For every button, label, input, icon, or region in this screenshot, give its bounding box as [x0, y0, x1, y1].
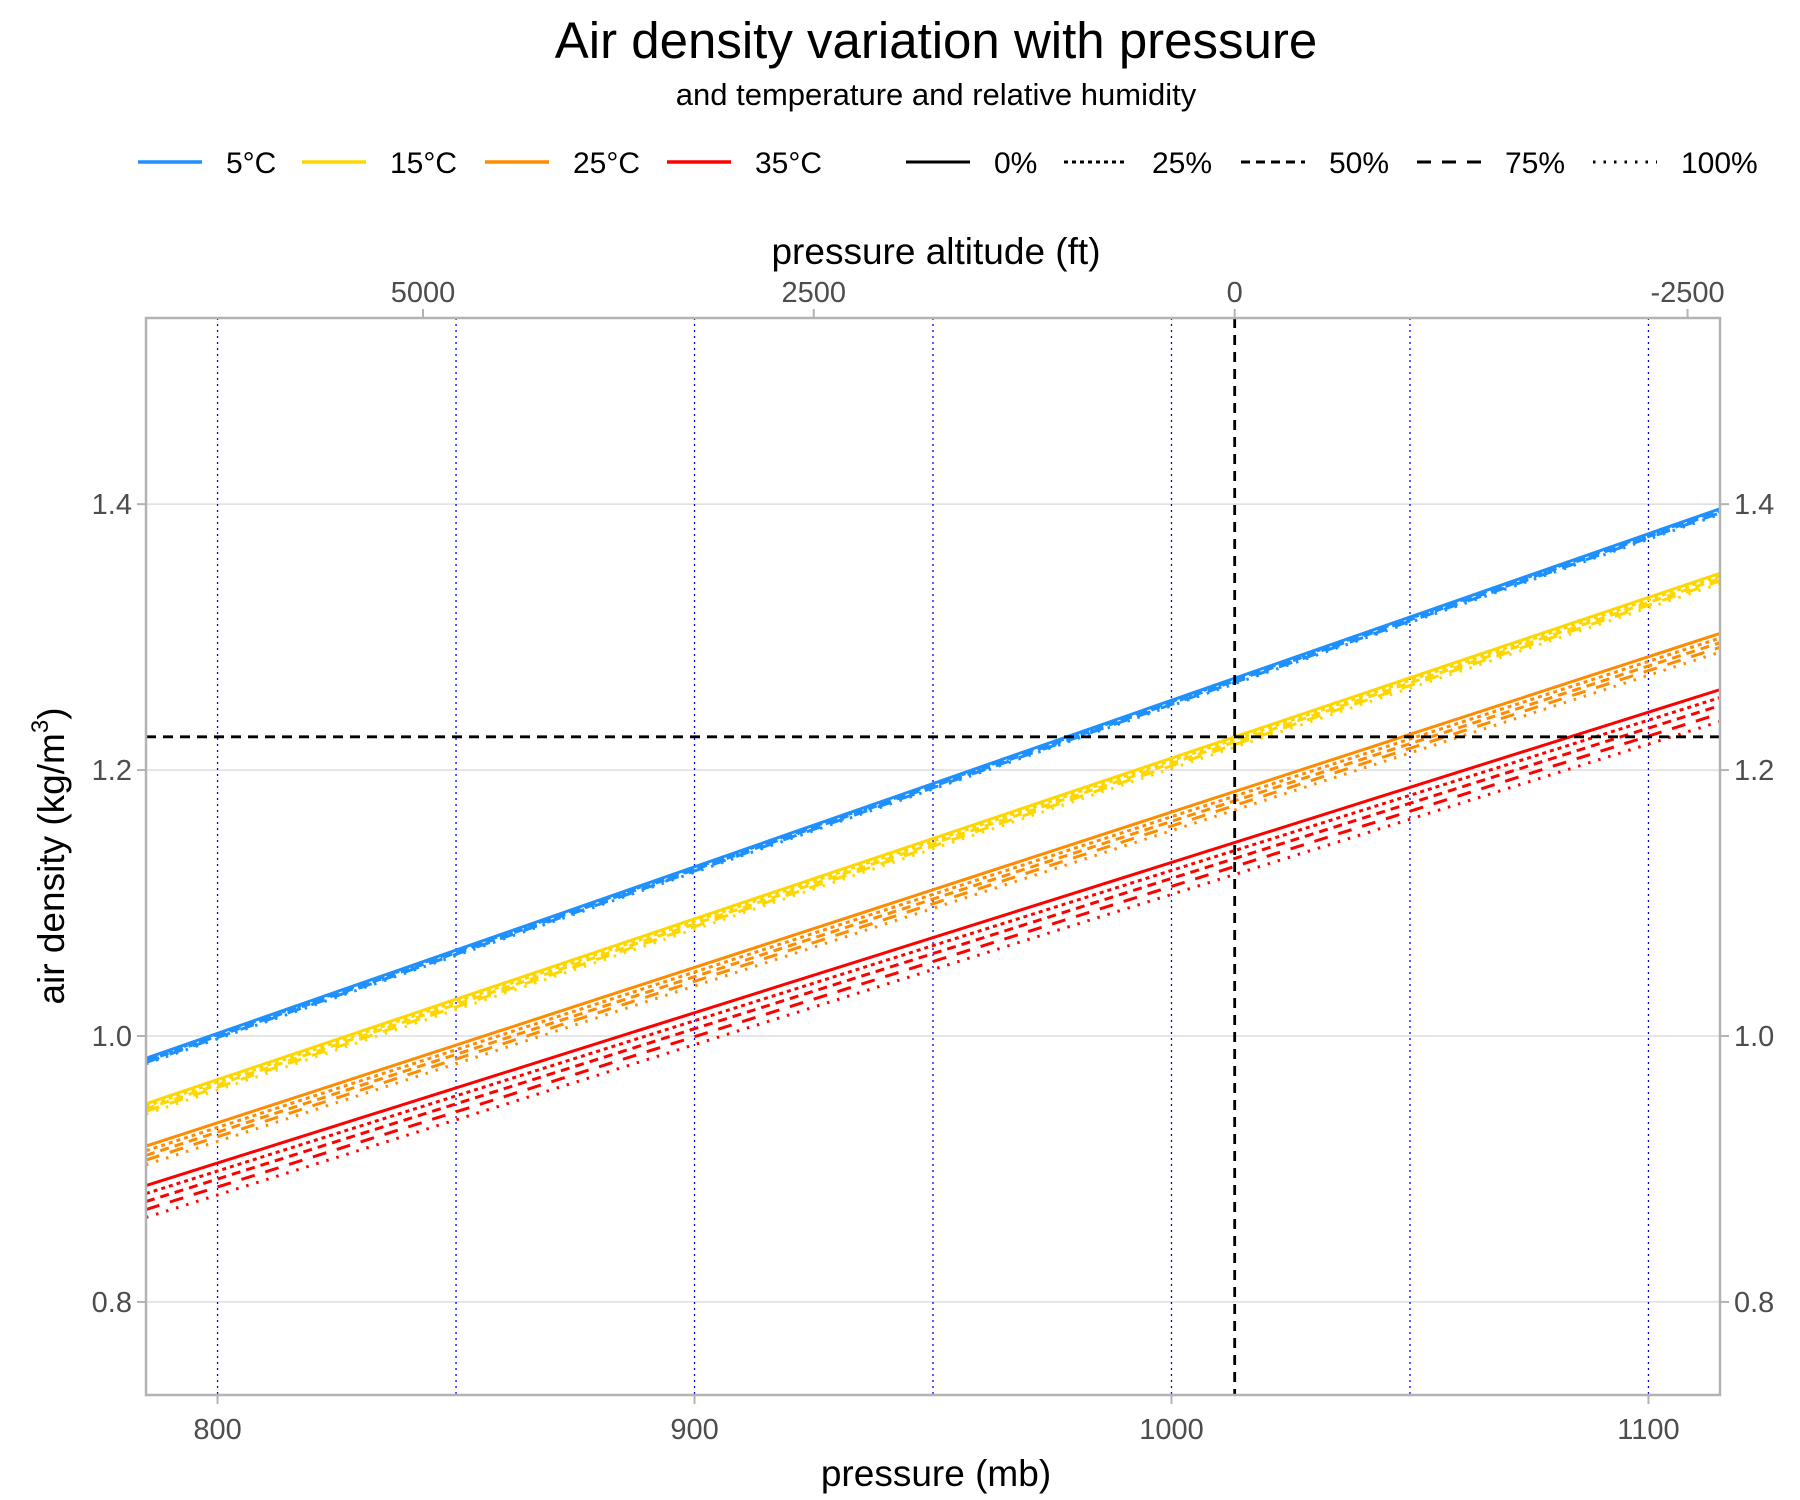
- legend-label-humidity: 0%: [994, 147, 1037, 180]
- chart-title: Air density variation with pressure: [555, 12, 1318, 69]
- series-line: [145, 720, 1721, 1219]
- reference-lines: [146, 318, 1720, 1395]
- plot-panel-border: [144, 316, 1722, 1397]
- y-tick-label-right: 1.0: [1734, 1021, 1774, 1053]
- x2-tick-label: -2500: [1650, 277, 1724, 309]
- x-tick-label: 800: [193, 1414, 241, 1446]
- legend-label-temperature: 5°C: [226, 147, 276, 180]
- series-line: [145, 631, 1721, 1148]
- chart-subtitle: and temperature and relative humidity: [676, 77, 1197, 112]
- y-tick-label-left: 0.8: [92, 1287, 132, 1319]
- legend-label-temperature: 15°C: [390, 147, 457, 180]
- series-line: [145, 696, 1721, 1195]
- x-tick-label: 1100: [1617, 1414, 1679, 1446]
- series-line: [145, 645, 1721, 1162]
- legend-label-humidity: 100%: [1681, 147, 1758, 180]
- x-tick-label: 1000: [1139, 1414, 1204, 1446]
- x2-tick-label: 0: [1227, 277, 1243, 309]
- x-axis-title: pressure (mb): [821, 1453, 1051, 1494]
- legend-label-humidity: 75%: [1505, 147, 1565, 180]
- series-line: [145, 508, 1721, 1062]
- y-axis-title-sup: 3: [27, 720, 54, 733]
- y-tick-label-right: 0.8: [1734, 1287, 1774, 1319]
- y-axis-title-main: air density (kg/m: [31, 733, 72, 1004]
- series-line: [145, 641, 1721, 1157]
- y-axis-title-end: ): [31, 707, 72, 719]
- x2-tick-label: 5000: [391, 277, 456, 309]
- series-line: [145, 688, 1721, 1188]
- series-line: [145, 582, 1721, 1116]
- series-line: [145, 579, 1721, 1113]
- grid: [146, 318, 1720, 1395]
- series-line: [145, 574, 1721, 1108]
- y-tick-label-left: 1.0: [92, 1021, 132, 1053]
- series-line: [145, 704, 1721, 1203]
- legend-label-temperature: 25°C: [573, 147, 640, 180]
- y-tick-label-left: 1.2: [92, 755, 132, 787]
- series-line: [145, 511, 1721, 1064]
- series-line: [145, 577, 1721, 1111]
- y-tick-label-right: 1.4: [1734, 489, 1774, 521]
- y-tick-label-left: 1.4: [92, 489, 132, 521]
- legend: 5°C 15°C 25°C 35°C 0% 25% 50% 75% 100%: [138, 147, 1758, 180]
- y-tick-label-right: 1.2: [1734, 755, 1774, 787]
- axes: 800 900 1000 1100 0.8 0.8 1.0 1.0 1.2 1.2 1.4 1.4 50…: [92, 277, 1775, 1446]
- legend-label-temperature: 35°C: [755, 147, 822, 180]
- series-lines: [145, 507, 1721, 1219]
- y-axis-title: air density (kg/m3): [27, 707, 72, 1004]
- series-line: [145, 636, 1721, 1153]
- series-line: [145, 571, 1721, 1106]
- x2-tick-label: 2500: [781, 277, 846, 309]
- x-tick-label: 900: [670, 1414, 718, 1446]
- x2-axis-title: pressure altitude (ft): [771, 231, 1100, 272]
- legend-label-humidity: 50%: [1329, 147, 1389, 180]
- series-line: [145, 712, 1721, 1211]
- legend-label-humidity: 25%: [1152, 147, 1212, 180]
